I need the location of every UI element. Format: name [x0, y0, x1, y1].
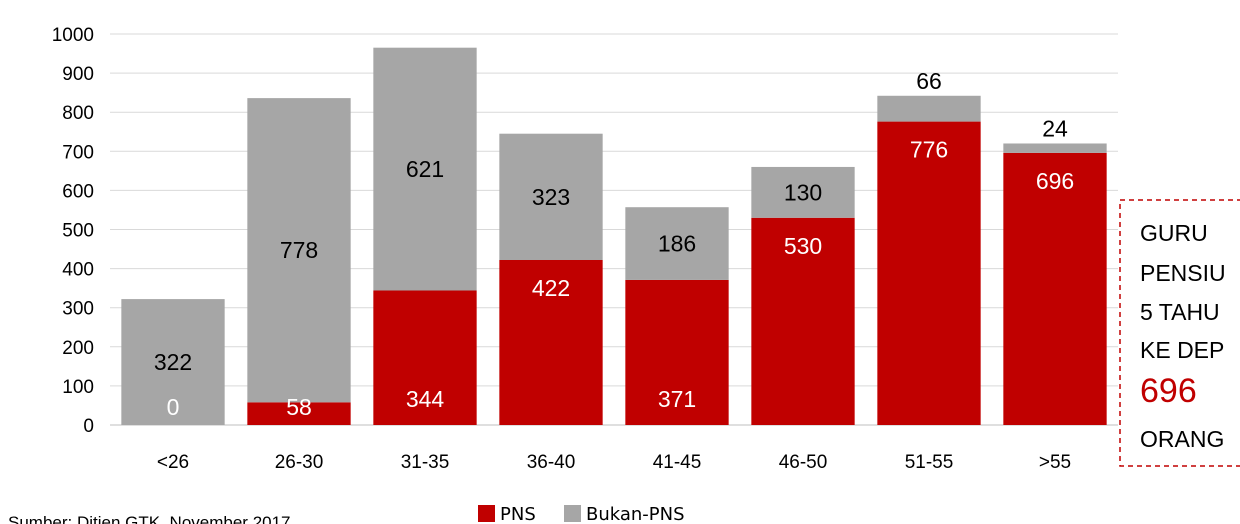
callout-line-1: GURU	[1140, 220, 1208, 246]
data-label: 696	[1036, 168, 1074, 194]
y-tick-label: 500	[62, 221, 94, 242]
legend-swatch-bukan-pns	[564, 505, 581, 522]
bar-pns	[247, 402, 351, 425]
data-label: 130	[784, 179, 822, 205]
data-label: 530	[784, 233, 822, 259]
bar-pns	[625, 279, 729, 425]
y-axis-ticks: 0 100 200 300 400 500 600 700 800 900 1000	[52, 25, 94, 437]
bar-bukan-pns	[1003, 143, 1107, 153]
bar-bukan-pns	[499, 133, 603, 260]
data-label: 58	[286, 394, 312, 420]
legend-swatch-pns	[478, 505, 495, 522]
callout-line-2: PENSIU	[1140, 260, 1226, 286]
bar-bukan-pns	[247, 98, 351, 403]
y-tick-label: 0	[83, 416, 94, 437]
bar-bukan-pns	[751, 166, 855, 218]
x-axis-ticks: <26 26-30 31-35 36-40 41-45 46-50 51-55 >55	[157, 452, 1071, 473]
callout-line-last: ORANG	[1140, 426, 1224, 452]
bar-bukan-pns	[121, 299, 225, 425]
y-tick-label: 100	[62, 377, 94, 398]
bar-pns	[877, 121, 981, 426]
data-label: 322	[154, 349, 192, 375]
x-tick-label: 51-55	[905, 452, 954, 473]
y-tick-label: 400	[62, 260, 94, 281]
x-tick-label: 31-35	[401, 452, 450, 473]
x-tick-label: 36-40	[527, 452, 576, 473]
legend-label-pns: PNS	[500, 504, 536, 524]
bar-pns	[751, 217, 855, 425]
y-tick-label: 800	[62, 103, 94, 124]
y-tick-label: 200	[62, 338, 94, 359]
callout-line-4: KE DEP	[1140, 337, 1224, 363]
callout-number: 696	[1140, 372, 1197, 410]
callout-box: GURU PENSIU 5 TAHU KE DEP 696 ORANG	[1119, 199, 1240, 467]
data-label: 776	[910, 137, 948, 163]
y-tick-label: 300	[62, 299, 94, 320]
callout-line-3: 5 TAHU	[1140, 299, 1220, 325]
y-tick-label: 700	[62, 142, 94, 163]
callout-border	[1119, 199, 1240, 467]
x-tick-label: 46-50	[779, 452, 828, 473]
data-label: 621	[406, 156, 444, 182]
y-tick-label: 900	[62, 64, 94, 85]
bar-bukan-pns	[625, 207, 729, 280]
bar-pns	[373, 290, 477, 425]
bar-pns	[1003, 152, 1107, 425]
source-note: Sumber: Ditjen GTK, November 2017	[8, 513, 291, 524]
y-tick-label: 1000	[52, 25, 94, 46]
legend-label-bukan-pns: Bukan-PNS	[586, 504, 685, 524]
bars	[121, 47, 1107, 426]
x-tick-label: 26-30	[275, 452, 324, 473]
x-tick-label: <26	[157, 452, 189, 473]
data-label: 371	[658, 386, 696, 412]
data-label: 323	[532, 184, 570, 210]
bar-bukan-pns	[877, 95, 981, 122]
data-label: 24	[1042, 115, 1068, 141]
data-labels: 0 322 58 778 344 621 422 323 371 186 530 130 776 66 69…	[154, 68, 1074, 420]
data-label: 344	[406, 386, 445, 412]
bar-pns	[499, 259, 603, 425]
x-tick-label: 41-45	[653, 452, 702, 473]
data-label: 778	[280, 237, 318, 263]
legend: PNS Bukan-PNS	[478, 504, 685, 524]
data-label: 186	[658, 231, 696, 257]
data-label: 422	[532, 275, 570, 301]
data-label: 66	[916, 68, 942, 94]
bar-bukan-pns	[373, 47, 477, 291]
data-label: 0	[167, 394, 180, 420]
x-tick-label: >55	[1039, 452, 1071, 473]
y-tick-label: 600	[62, 181, 94, 202]
